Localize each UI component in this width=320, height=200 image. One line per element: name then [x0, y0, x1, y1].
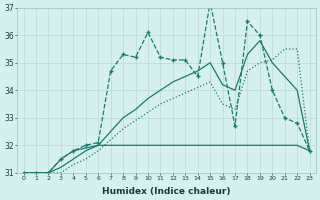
X-axis label: Humidex (Indice chaleur): Humidex (Indice chaleur) [102, 187, 231, 196]
